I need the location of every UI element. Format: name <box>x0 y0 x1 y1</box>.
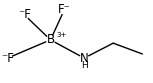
Text: ⁻F: ⁻F <box>18 8 31 21</box>
Circle shape <box>4 54 12 62</box>
Circle shape <box>21 11 28 19</box>
Text: N: N <box>80 52 89 65</box>
Circle shape <box>47 36 54 44</box>
Text: H: H <box>81 61 88 70</box>
Text: F⁻: F⁻ <box>58 3 71 16</box>
Text: 3+: 3+ <box>57 32 67 38</box>
Text: B: B <box>46 33 55 46</box>
Circle shape <box>60 6 68 14</box>
Text: ⁻F: ⁻F <box>1 52 14 65</box>
Circle shape <box>80 54 88 62</box>
